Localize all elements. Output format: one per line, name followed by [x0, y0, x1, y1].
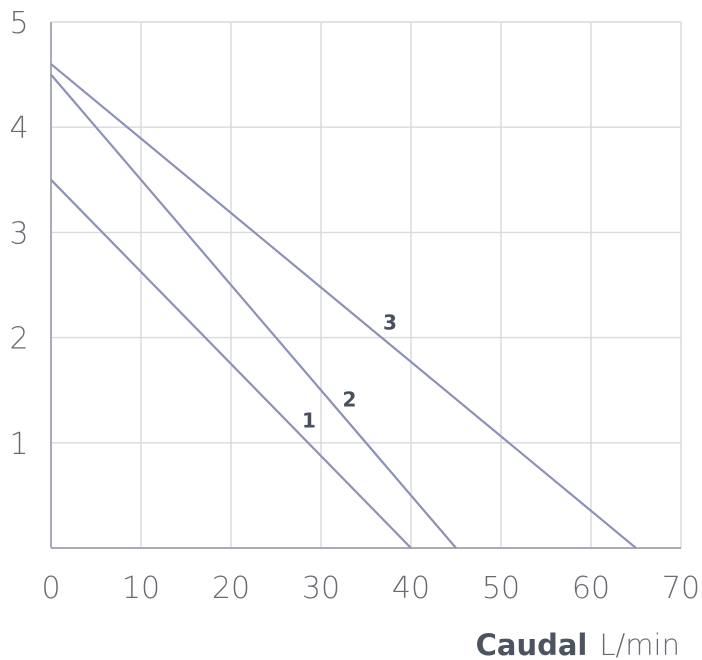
y-tick-label: 2: [9, 322, 28, 357]
series-line-2: [50, 73, 457, 549]
x-tick-label: 70: [662, 571, 700, 606]
x-tick-label: 40: [392, 571, 430, 606]
x-tick-label: 30: [302, 571, 340, 606]
x-axis-title-bold: Caudal: [476, 628, 588, 660]
series-label-1: 1: [302, 409, 316, 433]
y-tick-label: 4: [9, 111, 28, 146]
series-labels: 1 2 3: [302, 311, 397, 433]
x-tick-label: 10: [122, 571, 160, 606]
x-tick-label: 20: [212, 571, 250, 606]
axes: [50, 22, 681, 549]
series-line-1: [50, 179, 412, 549]
x-tick-label: 0: [41, 571, 60, 606]
series: [50, 63, 637, 549]
x-axis-title: Caudal L/min: [476, 628, 680, 660]
y-tick-label: 1: [9, 427, 28, 462]
y-tick-label: 3: [9, 216, 28, 251]
x-tick-label: 60: [572, 571, 610, 606]
series-label-3: 3: [383, 311, 397, 335]
grid: [51, 21, 682, 548]
tick-labels: 0 10 20 30 40 50 60 70 1 2 3 4 5: [9, 6, 700, 606]
series-label-2: 2: [343, 388, 357, 412]
series-line-3: [50, 63, 637, 549]
y-tick-label: 5: [9, 6, 28, 41]
x-axis-title-unit: L/min: [599, 628, 680, 660]
x-tick-label: 50: [482, 571, 520, 606]
